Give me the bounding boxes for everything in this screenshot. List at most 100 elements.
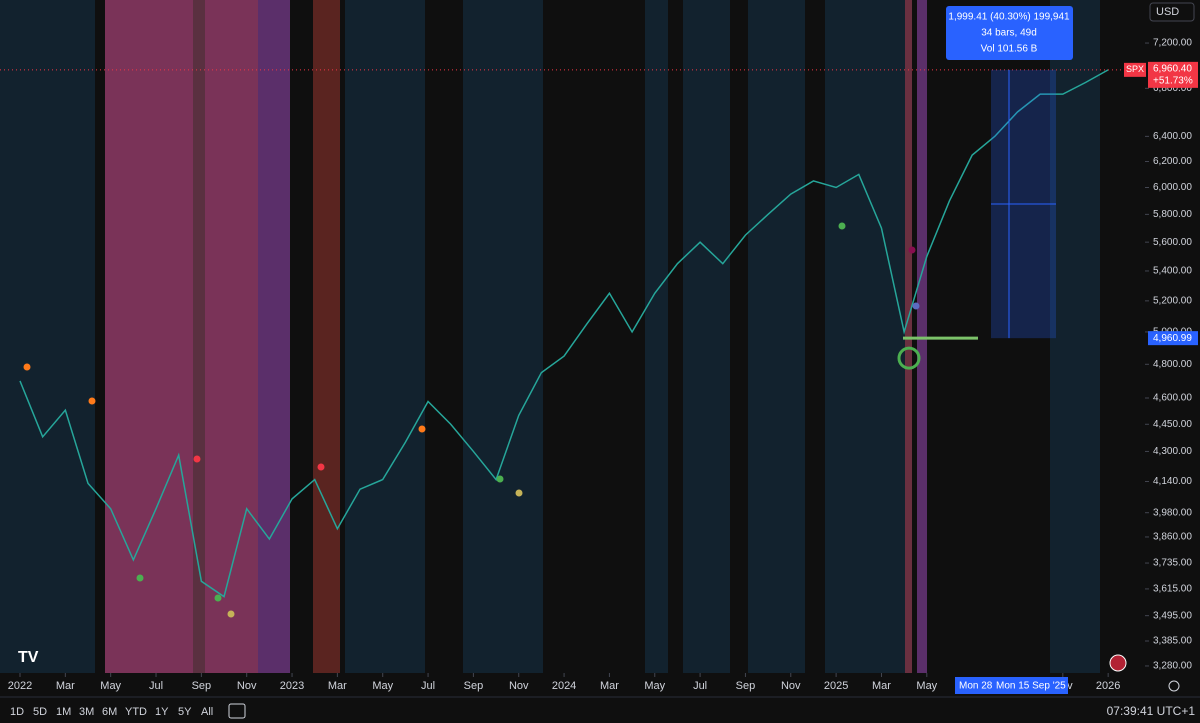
band [258, 0, 290, 673]
logo: TV [18, 649, 39, 666]
axes: 7,200.00 6,800.00 6,400.00 6,200.00 6,000.00… [8, 38, 1198, 694]
signal-dot [227, 610, 235, 618]
signal-dot [23, 363, 31, 371]
clock: 07:39:41 UTC+1 [1107, 704, 1196, 718]
signal-dot [136, 574, 144, 582]
y-tick-label: 6,400.00 [1153, 131, 1192, 142]
x-tick-label: 2022 [8, 680, 32, 692]
x-tick-label: 2023 [280, 680, 304, 692]
y-tick-label: 6,000.00 [1153, 182, 1192, 193]
x-tick-label: Nov [781, 680, 801, 692]
signal-dot [418, 425, 426, 433]
range-button[interactable]: All [201, 706, 213, 718]
market-flag [1109, 654, 1127, 672]
x-tick-label: May [100, 680, 121, 692]
x-tick-label: Jul [149, 680, 163, 692]
y-tick-label: 3,495.00 [1153, 610, 1192, 621]
range-button[interactable]: YTD [125, 706, 147, 718]
x-tick-label: May [372, 680, 393, 692]
measure-start: Mon 28 [959, 681, 993, 692]
y-tick-label: 4,300.00 [1153, 446, 1192, 457]
x-tick-label: Sep [192, 680, 212, 692]
signal-dot [317, 463, 325, 471]
y-tick-label: 5,800.00 [1153, 209, 1192, 220]
signal-dot [193, 455, 201, 463]
signal-dot [214, 594, 222, 602]
marked-price-label: 4,960.99 [1153, 333, 1192, 344]
x-tick-label: May [916, 680, 937, 692]
range-button[interactable]: 3M [79, 706, 94, 718]
x-tick-label: Mar [56, 680, 75, 692]
band [825, 0, 905, 673]
band [905, 0, 912, 673]
y-tick-label: 3,735.00 [1153, 558, 1192, 569]
price-axis [1145, 0, 1200, 697]
symbol-tag: SPX [1126, 64, 1144, 74]
y-tick-label: 4,600.00 [1153, 393, 1192, 404]
x-tick-label: Mar [328, 680, 347, 692]
highlight-circle [897, 346, 921, 370]
price-line [19, 69, 1109, 598]
measure-text: 1,999.41 (40.30%) 199,941 [948, 12, 1070, 23]
range-button[interactable]: 5D [33, 706, 47, 718]
signal-dot [496, 475, 504, 483]
measure-text: 34 bars, 49d [981, 28, 1037, 39]
date-range-icon[interactable] [228, 703, 246, 719]
band [683, 0, 730, 673]
time-axis [0, 673, 1145, 697]
indicator-bands [0, 0, 1100, 673]
currency-box[interactable] [1149, 2, 1195, 22]
band [105, 0, 193, 673]
signal-dot [908, 246, 916, 254]
band [313, 0, 340, 673]
y-tick-label: 3,860.00 [1153, 532, 1192, 543]
y-tick-label: 4,450.00 [1153, 419, 1192, 430]
band [645, 0, 668, 673]
y-tick-label: 3,980.00 [1153, 507, 1192, 518]
last-price-change: +51.73% [1153, 75, 1193, 86]
x-tick-label: Mar [872, 680, 891, 692]
last-price-label: 6,960.40 [1153, 63, 1192, 74]
settings-icon[interactable] [1168, 680, 1180, 692]
y-tick-label: 5,200.00 [1153, 296, 1192, 307]
band [0, 0, 95, 673]
y-tick-label: 3,280.00 [1153, 661, 1192, 672]
measure-end: Mon 15 Sep '25 [996, 681, 1066, 692]
y-tick-label: 4,140.00 [1153, 476, 1192, 487]
signal-dot [515, 489, 523, 497]
y-tick-label: 6,200.00 [1153, 156, 1192, 167]
measure-date-bg [955, 677, 1068, 694]
signal-dot [838, 222, 846, 230]
band [917, 0, 927, 673]
x-tick-label: 2024 [552, 680, 576, 692]
range-button[interactable]: 6M [102, 706, 117, 718]
band [463, 0, 543, 673]
band [193, 0, 205, 673]
x-tick-label: 2025 [824, 680, 848, 692]
currency[interactable]: USD [1156, 6, 1179, 18]
x-tick-label: Mar [600, 680, 619, 692]
y-tick-label: 7,200.00 [1153, 38, 1192, 49]
range-button[interactable]: 5Y [178, 706, 192, 718]
range-button[interactable]: 1Y [155, 706, 169, 718]
y-tick-label: 5,400.00 [1153, 266, 1192, 277]
plot: 1,999.41 (40.30%) 199,941 34 bars, 49d Vol… [0, 6, 1145, 618]
y-tick-label: 4,800.00 [1153, 359, 1192, 370]
x-tick-label: Nov [509, 680, 529, 692]
toolbar: 1D 5D 1M 3M 6M YTD 1Y 5Y All [10, 706, 213, 718]
y-tick-label: 3,385.00 [1153, 636, 1192, 647]
x-tick-label: Nov [237, 680, 257, 692]
signal-dot [88, 397, 96, 405]
band [345, 0, 425, 673]
range-button[interactable]: 1D [10, 706, 24, 718]
band [748, 0, 805, 673]
x-tick-label: Jul [421, 680, 435, 692]
y-tick-label: 3,615.00 [1153, 584, 1192, 595]
range-button[interactable]: 1M [56, 706, 71, 718]
measure-box [946, 6, 1073, 60]
x-tick-label: May [644, 680, 665, 692]
band [1050, 0, 1100, 673]
y-tick-label: 5,600.00 [1153, 237, 1192, 248]
marked-price-bg [1148, 331, 1198, 346]
